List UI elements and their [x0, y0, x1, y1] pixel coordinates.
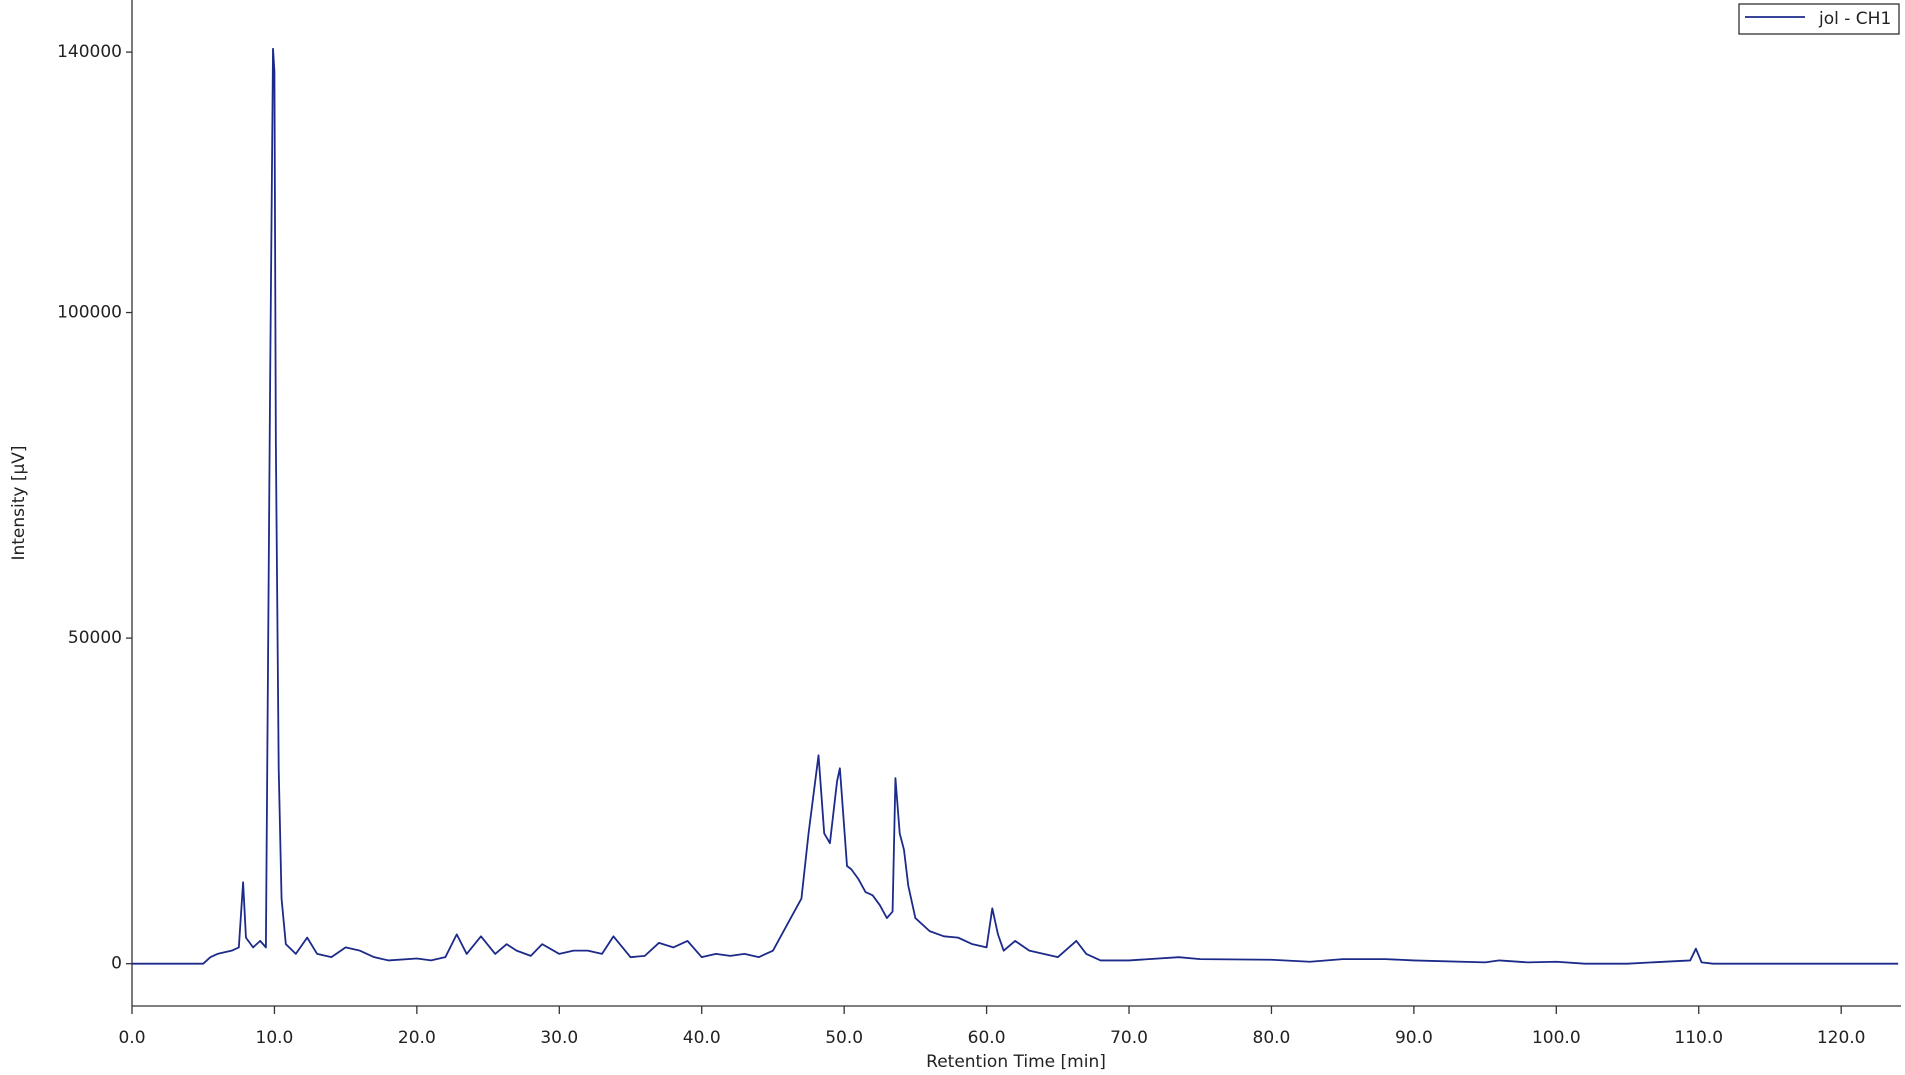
x-tick-label: 20.0	[398, 1028, 436, 1048]
series-line	[132, 47, 1899, 965]
x-tick-label: 50.0	[825, 1028, 863, 1048]
x-tick-label: 100.0	[1532, 1028, 1581, 1048]
x-tick-label: 80.0	[1253, 1028, 1291, 1048]
x-axis-title: Retention Time [min]	[926, 1052, 1106, 1072]
x-tick-label: 10.0	[256, 1028, 294, 1048]
y-tick-label: 100000	[57, 303, 122, 323]
x-tick-label: 110.0	[1674, 1028, 1723, 1048]
y-tick-label: 0	[111, 954, 122, 974]
x-tick-label: 60.0	[968, 1028, 1006, 1048]
y-axis-title: Intensity [µV]	[9, 445, 29, 560]
y-tick-label: 50000	[68, 628, 122, 648]
legend-label: jol - CH1	[1818, 9, 1891, 29]
x-tick-label: 40.0	[683, 1028, 721, 1048]
x-tick-label: 120.0	[1817, 1028, 1866, 1048]
x-tick-label: 30.0	[540, 1028, 578, 1048]
y-tick-label: 140000	[57, 42, 122, 62]
x-tick-label: 90.0	[1395, 1028, 1433, 1048]
legend-box	[1738, 3, 1900, 35]
x-tick-label: 0.0	[118, 1028, 145, 1048]
x-tick-label: 70.0	[1110, 1028, 1148, 1048]
